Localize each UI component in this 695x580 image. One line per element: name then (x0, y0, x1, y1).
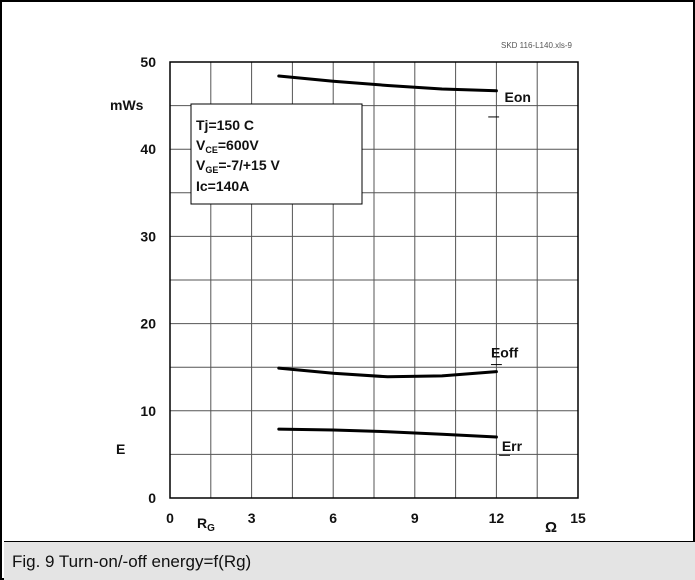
x-tick-label: 6 (329, 510, 337, 526)
series-line-err (277, 427, 498, 439)
condition-line: Ic=140A (196, 178, 249, 194)
y-tick-label: 10 (140, 403, 156, 419)
caption-bar: Fig. 9 Turn-on/-off energy=f(Rg) (4, 541, 695, 580)
series-label-err: Err (502, 438, 523, 454)
condition-line: VCE=600V (196, 137, 259, 155)
axes (169, 61, 579, 499)
plot-area-border (169, 61, 579, 499)
x-axis-symbol: RG (197, 515, 215, 534)
y-tick-label: 50 (140, 54, 156, 70)
y-tick-label: 20 (140, 316, 156, 332)
x-tick-label: 9 (411, 510, 419, 526)
conditions-box: Tj=150 C VCE=600V VGE=-7/+15 V Ic=140A (190, 103, 363, 205)
series-label-eoff: Eoff (491, 345, 519, 361)
conditions-box-border (190, 103, 363, 205)
series-line-eoff (277, 366, 498, 379)
x-tick-label: 15 (570, 510, 586, 526)
y-tick-label: 30 (140, 228, 156, 244)
labels: 0 10 20 30 40 50 0 3 6 9 12 15 mWs E RG Ω SKD 116-L140.x… (110, 41, 586, 536)
y-tick-label: 40 (140, 141, 156, 157)
y-tick-label: 0 (148, 490, 156, 506)
x-tick-label: 12 (489, 510, 505, 526)
chart: 0 10 20 30 40 50 0 3 6 9 12 15 mWs E RG Ω SKD 116-L140.x… (110, 41, 586, 536)
condition-line: Tj=150 C (196, 117, 254, 133)
series-label-eon: Eon (505, 89, 531, 105)
series-line-eon (277, 74, 498, 93)
x-tick-label: 0 (166, 510, 174, 526)
y-axis-symbol: E (116, 441, 125, 457)
document-id: SKD 116-L140.xls-9 (501, 41, 573, 50)
condition-line: VGE=-7/+15 V (196, 157, 281, 175)
y-axis-unit: mWs (110, 97, 144, 113)
x-axis-unit: Ω (545, 519, 557, 536)
x-tick-label: 3 (248, 510, 256, 526)
figure-caption: Fig. 9 Turn-on/-off energy=f(Rg) (12, 552, 252, 571)
series (277, 74, 498, 439)
